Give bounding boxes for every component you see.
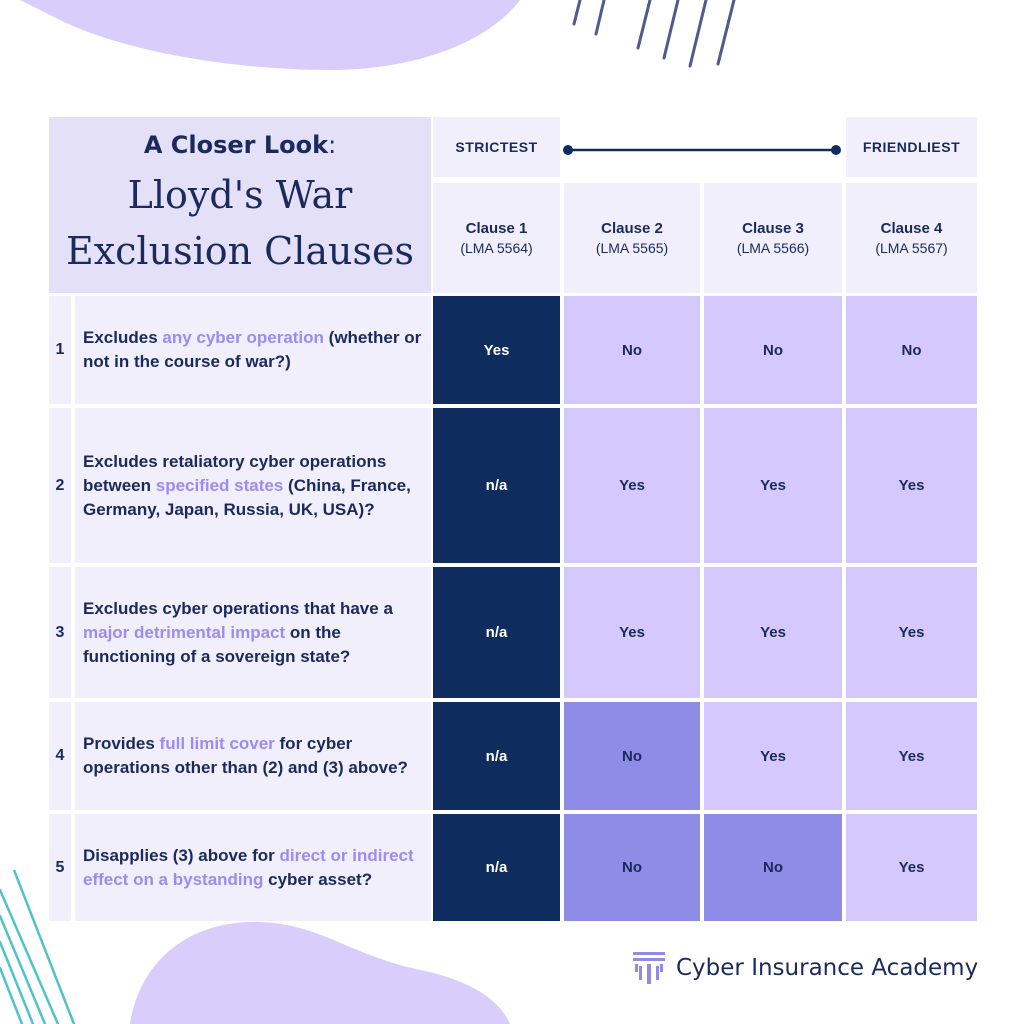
row-3-clause-3-answer: Yes	[704, 567, 842, 698]
page-title-line-1: Lloyd's War	[127, 173, 353, 217]
row-5-clause-3-answer: No	[704, 814, 842, 921]
row-3-clause-1-answer: n/a	[433, 567, 560, 698]
highlighted-phrase: any cyber operation	[162, 328, 324, 347]
highlighted-phrase: direct or indirect effect on a bystandin…	[83, 845, 414, 889]
row-2-number: 2	[49, 408, 71, 563]
row-4-clause-4-answer: Yes	[846, 702, 977, 810]
row-4-number: 4	[49, 702, 71, 810]
row-4-clause-1-answer: n/a	[433, 702, 560, 810]
question-fragment: (China, France, Germany, Japan, Russia, …	[83, 475, 411, 519]
decorative-blob-top	[20, 0, 520, 70]
row-2-clause-2-answer: Yes	[564, 408, 700, 563]
question-fragment: Disapplies (3) above for	[83, 845, 280, 865]
row-5-number: 5	[49, 814, 71, 921]
highlighted-phrase: major detrimental impact	[83, 622, 286, 642]
row-2-clause-1-answer: n/a	[433, 408, 560, 563]
question-text: Excludes retaliatory cyber operations be…	[83, 450, 423, 522]
title-kicker-text: A Closer Look	[143, 131, 329, 159]
question-fragment: on the functioning of a sovereign state?	[83, 622, 351, 666]
clause-4-header: Clause 4 (LMA 5567)	[846, 183, 977, 293]
question-fragment: Excludes retaliatory cyber operations be…	[83, 451, 387, 495]
row-2-clause-3-answer: Yes	[704, 408, 842, 563]
page-title-line-2: Exclusion Clauses	[65, 229, 414, 273]
question-fragment: (whether or not in the course of war?)	[83, 328, 422, 371]
question-fragment: cyber asset?	[263, 869, 373, 889]
clause-1-name: Clause 1	[465, 220, 528, 237]
row-5-clause-1-answer: n/a	[433, 814, 560, 921]
row-4-clause-2-answer: No	[564, 702, 700, 810]
question-text: Provides full limit cover for cyber oper…	[83, 732, 423, 780]
question-fragment: Provides	[83, 734, 160, 753]
row-1-number: 1	[49, 296, 71, 404]
row-3-number: 3	[49, 567, 71, 698]
question-fragment: Excludes cyber operations that have a	[83, 598, 393, 618]
row-1-question: Excludes any cyber operation (whether or…	[75, 296, 431, 404]
clause-2-code: (LMA 5565)	[595, 240, 669, 256]
row-4-question: Provides full limit cover for cyber oper…	[75, 702, 431, 810]
clause-4-name: Clause 4	[880, 220, 943, 237]
highlighted-phrase: specified states	[155, 475, 284, 495]
highlighted-phrase: full limit cover	[159, 734, 275, 753]
row-1-clause-4-answer: No	[846, 296, 977, 404]
row-2-question: Excludes retaliatory cyber operations be…	[75, 408, 431, 563]
title-kicker: A Closer Look:	[49, 131, 431, 159]
brand-name: Cyber Insurance Academy	[676, 955, 979, 981]
question-fragment: for cyber operations other than (2) and …	[83, 734, 408, 777]
clause-4-code: (LMA 5567)	[875, 240, 948, 256]
row-1-clause-2-answer: No	[564, 296, 700, 404]
row-1-clause-1-answer: Yes	[433, 296, 560, 404]
clause-3-name: Clause 3	[742, 220, 804, 237]
clause-2-name: Clause 2	[601, 220, 663, 237]
clause-3-code: (LMA 5566)	[736, 240, 810, 256]
clause-3-header: Clause 3 (LMA 5566)	[704, 183, 842, 293]
question-text: Excludes any cyber operation (whether or…	[83, 326, 423, 374]
title-panel: A Closer Look: Lloyd's War Exclusion Cla…	[49, 117, 431, 293]
row-5-clause-4-answer: Yes	[846, 814, 977, 921]
clause-1-header: Clause 1 (LMA 5564)	[433, 183, 560, 293]
row-4-clause-3-answer: Yes	[704, 702, 842, 810]
row-3-question: Excludes cyber operations that have a ma…	[75, 567, 431, 698]
row-1-clause-3-answer: No	[704, 296, 842, 404]
row-3-clause-2-answer: Yes	[564, 567, 700, 698]
row-5-clause-2-answer: No	[564, 814, 700, 921]
title-kicker-colon: :	[328, 131, 337, 159]
row-2-clause-4-answer: Yes	[846, 408, 977, 563]
decorative-stripes-top	[572, 0, 736, 68]
clause-1-code: (LMA 5564)	[460, 240, 533, 256]
row-3-clause-4-answer: Yes	[846, 567, 977, 698]
question-fragment: Excludes	[83, 328, 163, 347]
brand-footer: Cyber Insurance Academy	[632, 948, 978, 988]
strictest-label: STRICTEST	[433, 117, 560, 177]
row-5-question: Disapplies (3) above for direct or indir…	[75, 814, 431, 921]
friendliest-label: FRIENDLIEST	[846, 117, 977, 177]
clause-2-header: Clause 2 (LMA 5565)	[564, 183, 700, 293]
question-text: Excludes cyber operations that have a ma…	[83, 597, 423, 669]
academy-logo-icon	[633, 952, 665, 984]
question-text: Disapplies (3) above for direct or indir…	[83, 844, 423, 892]
strictness-scale-line	[563, 145, 841, 155]
